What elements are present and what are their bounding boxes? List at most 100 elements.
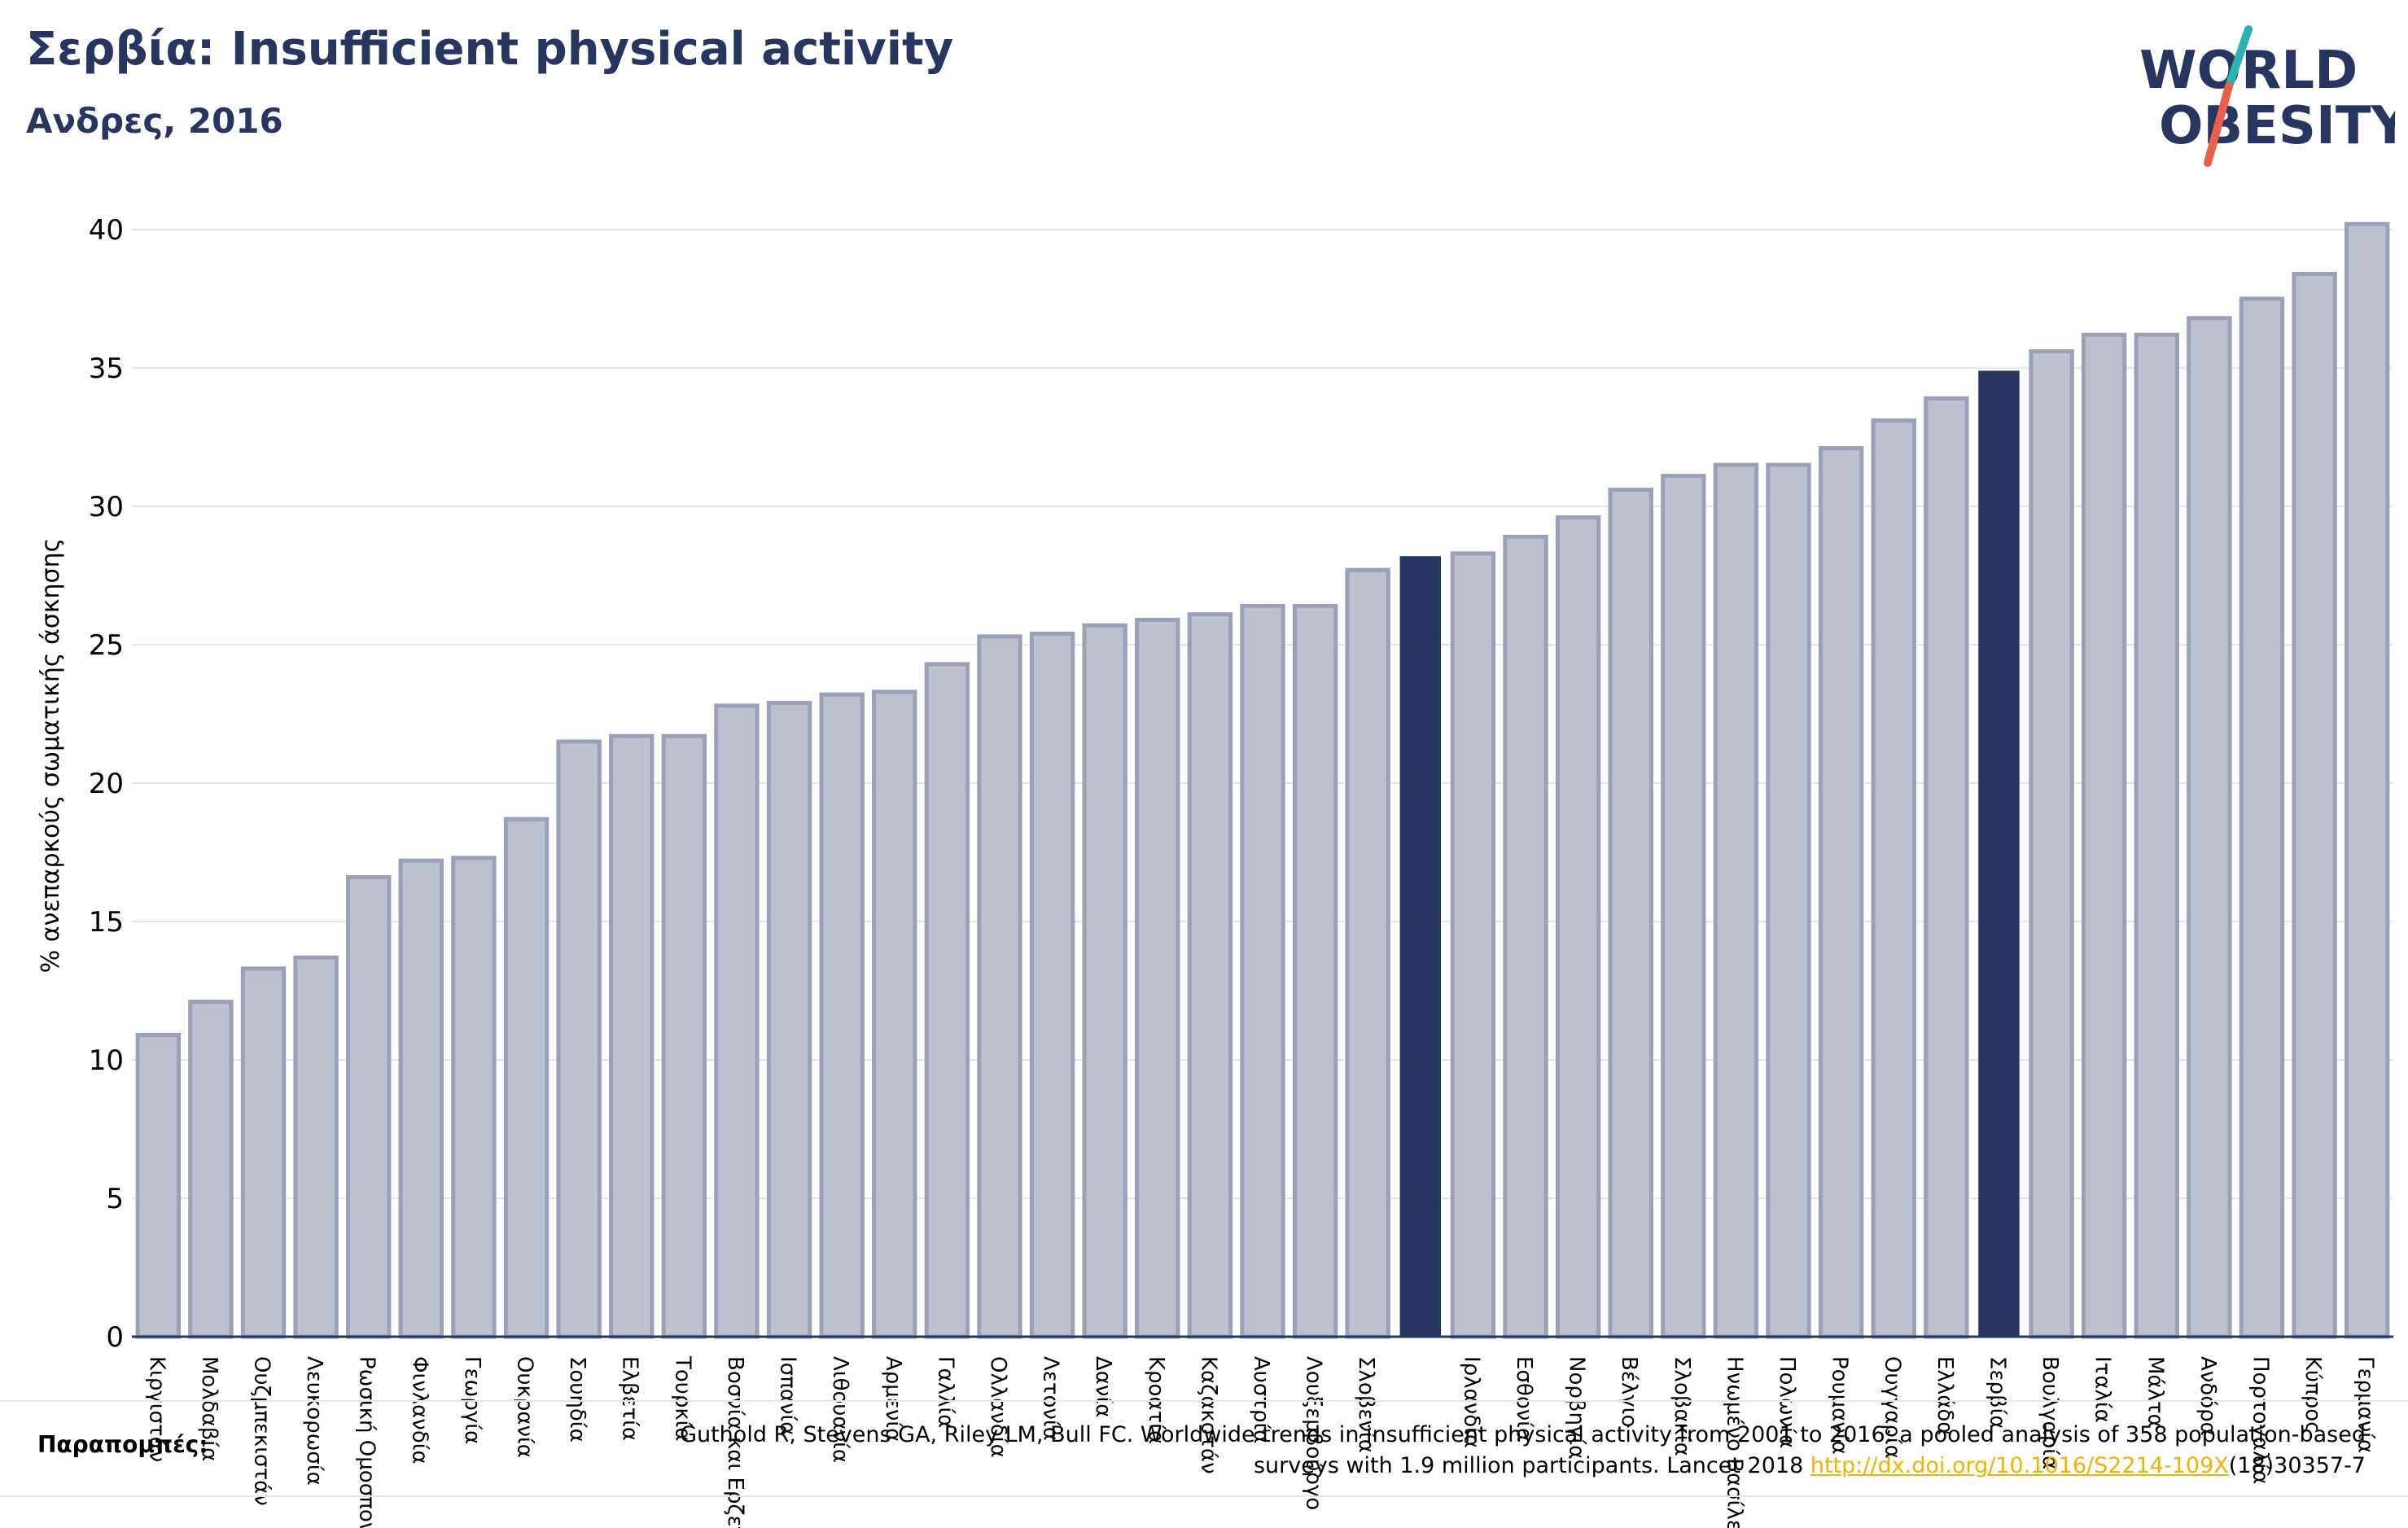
chart-subtitle: Ανδρες, 2016 [26, 101, 283, 141]
logo-slash-teal [2225, 25, 2253, 90]
x-tick-label: Πολωνία [1775, 1356, 1799, 1448]
x-tick-labels: Κιργιστάν Μολδαβία Ουζμπεκιστάν Λευκορωσία Ρ… [144, 1355, 2377, 1528]
bar [2292, 271, 2337, 1339]
references-link[interactable]: http://dx.doi.org/10.1016/S2214-109X [1810, 1453, 2229, 1478]
references-label: Παραπομπές: [37, 1431, 208, 1458]
x-tick-label: Ρουμανία [1828, 1356, 1852, 1455]
y-axis-label: % ανεπαρκούς σωματικής άσκησης [37, 538, 65, 973]
bar [766, 700, 812, 1339]
references-text: Guthold R, Stevens GA, Riley LM, Bull FC… [672, 1420, 2366, 1482]
x-tick-label: Λετονία [1039, 1356, 1063, 1441]
bar [1978, 370, 2020, 1337]
x-tick-label: Βουλγαρία [2038, 1356, 2062, 1469]
y-tick-label: 35 [89, 352, 124, 385]
x-tick-label: Ηνωμένο Βασίλειο [1722, 1356, 1746, 1528]
x-tick-label: Γερμανία [2353, 1356, 2378, 1453]
x-tick-label: Ελλάδα [1933, 1356, 1957, 1435]
x-tick-label: Εσθονία [1512, 1356, 1536, 1442]
x-tick-label: Σλοβακία [1670, 1356, 1694, 1456]
references-panel [0, 1400, 2408, 1497]
bar [135, 1032, 181, 1339]
chart-title: Σερβία: Insufficient physical activity [26, 23, 954, 76]
bar [1608, 488, 1653, 1339]
bar [714, 703, 760, 1339]
bar [2345, 221, 2390, 1339]
x-tick-label: Λιθουανία [828, 1356, 852, 1463]
bar [556, 739, 602, 1339]
x-tick-label: Σλοβενία [1354, 1356, 1378, 1453]
y-tick-label: 10 [89, 1044, 124, 1077]
x-tick-label: Ιταλία [2091, 1356, 2115, 1423]
x-tick-label: Ιρλανδία [1459, 1356, 1483, 1448]
bar [977, 634, 1022, 1339]
x-tick-label: Σερβία [1985, 1356, 2009, 1429]
references-citation-end: (18)30357-7 [2228, 1453, 2366, 1478]
bar [2029, 349, 2074, 1339]
bar [1450, 551, 1496, 1339]
bar [1818, 446, 1864, 1339]
x-tick-label: Πορτογαλία [2248, 1356, 2272, 1484]
bar [924, 662, 970, 1339]
y-tick-label: 30 [89, 491, 124, 523]
x-tick-label: Δανία [1091, 1356, 1115, 1417]
y-tick-labels: 0 5 10 15 20 25 30 35 40 [89, 214, 124, 1354]
bar [451, 856, 497, 1339]
bar [346, 875, 392, 1339]
x-tick-label: Ολλανδία [986, 1356, 1010, 1458]
bar [1713, 462, 1759, 1339]
x-tick-label: Φινλανδία [407, 1356, 431, 1465]
x-tick-label: Αυστρία [1249, 1356, 1273, 1443]
bar [1924, 396, 1969, 1339]
bar [2134, 332, 2179, 1339]
bar [1503, 534, 1548, 1339]
bar [2081, 332, 2127, 1339]
x-tick-label: Ουγγαρία [1880, 1356, 1904, 1459]
bar [2239, 296, 2285, 1339]
bar [609, 733, 655, 1339]
x-tick-label: Ισπανία [776, 1356, 800, 1435]
x-tick-label: Κιργιστάν [144, 1356, 169, 1462]
x-tick-label: Κύπρος [2301, 1356, 2325, 1434]
x-tick-label: Ανδόρα [2196, 1356, 2220, 1436]
x-tick-label: Ουζμπεκιστάν [250, 1356, 274, 1506]
logo-line2: OBESITY [2159, 96, 2395, 156]
y-tick-label: 5 [106, 1183, 124, 1215]
bar [1399, 556, 1442, 1337]
x-tick-label: Σουηδία [565, 1356, 589, 1443]
bar [240, 966, 287, 1339]
bars [135, 221, 2390, 1339]
logo-line1: WORLD [2139, 41, 2358, 101]
x-tick-label: Μάλτα [2143, 1356, 2167, 1428]
x-tick-label: Λευκορωσία [302, 1356, 326, 1486]
x-tick-label: Τουρκία [670, 1355, 694, 1442]
logo-slash-coral [2204, 82, 2233, 167]
bar [1661, 474, 1706, 1339]
x-tick-label: Γαλλία [933, 1356, 957, 1428]
bar [1135, 617, 1180, 1339]
bar [1345, 567, 1390, 1339]
bar [398, 858, 444, 1339]
x-tick-label: Βοσνία και Ερζεγοβίνη [723, 1356, 747, 1528]
y-tick-label: 15 [89, 906, 124, 939]
bar [1082, 623, 1127, 1339]
bar [2187, 316, 2232, 1339]
x-tick-label: Καζακστάν [1196, 1356, 1220, 1474]
x-tick-label: Ελβετία [618, 1356, 642, 1441]
bar [1029, 631, 1075, 1339]
bar [1240, 603, 1285, 1339]
x-tick-label: Ρωσική Ομοσπονδία [355, 1356, 379, 1528]
y-tick-label: 25 [89, 629, 124, 662]
bar [1766, 462, 1811, 1339]
y-tick-label: 20 [89, 768, 124, 800]
x-tick-label: Λουξεμβούργο [1302, 1356, 1326, 1510]
y-tick-label: 0 [106, 1321, 124, 1354]
bar [1555, 515, 1601, 1339]
bar [503, 817, 549, 1339]
x-tick-label: Αρμενία [881, 1356, 905, 1442]
x-tick-label: Νορβηγία [1565, 1356, 1589, 1459]
bar [188, 1000, 234, 1339]
bar [1292, 603, 1338, 1339]
bar [1187, 612, 1233, 1339]
bar [293, 955, 339, 1339]
